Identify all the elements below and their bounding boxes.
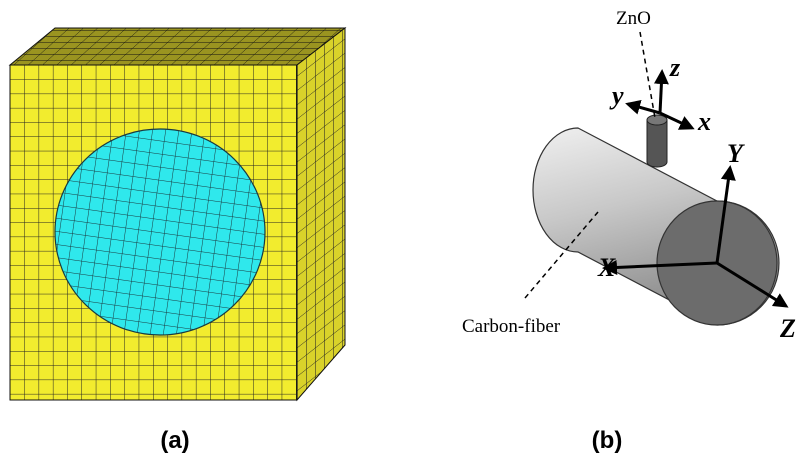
axis-label: z [669,53,681,82]
axis-label: y [609,81,624,110]
figure: (a) ZnO Carbon-fiber z y x Y X Z (b) [0,0,799,460]
axis-arrow [628,104,660,113]
fiber-label: Carbon-fiber [462,316,561,337]
panel-label: (b) [592,427,623,454]
axis-label: Z [779,314,796,343]
cube-side [297,28,345,400]
zno-label: ZnO [616,8,651,29]
axis-label: Y [727,139,745,168]
axis-arrow [660,72,662,113]
panel-label: (a) [160,427,189,454]
page: {"panels": [ {"label": "(a)"}, {"label":… [0,0,799,460]
cube [10,28,345,400]
zno-rod [647,120,667,167]
axis-label: x [697,107,711,136]
fiber-section [55,129,265,335]
leader-line [640,32,655,118]
body: (a) ZnO Carbon-fiber z y x Y X Z (b) (()… [0,0,799,460]
axis-label: X [597,253,616,282]
cube-top [10,28,345,65]
